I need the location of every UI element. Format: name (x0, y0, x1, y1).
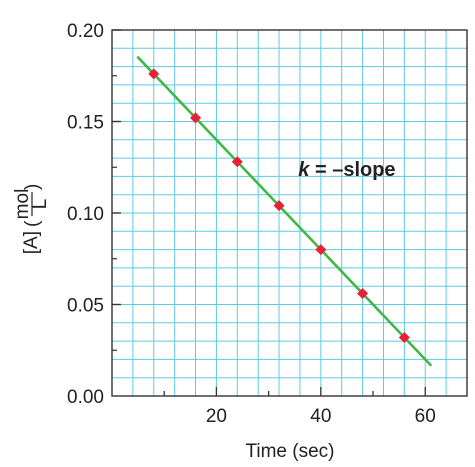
data-point (398, 331, 410, 343)
y-axis-unit-numerator: mol (12, 189, 33, 220)
fit-line (136, 56, 432, 367)
y-axis-paren-open: ( (22, 220, 43, 227)
slope-annotation-k: k (298, 159, 310, 181)
y-tick-label: 0.10 (67, 204, 104, 225)
slope-annotation-rest: = –slope (309, 159, 395, 181)
y-axis-title: [A] ( mol L ) (12, 184, 51, 255)
axis-ticks (112, 29, 426, 396)
y-tick-label: 0.15 (67, 113, 104, 134)
x-axis-title: Time (sec) (245, 441, 334, 462)
data-point (231, 156, 243, 168)
y-axis-unit-denominator: L (30, 199, 51, 210)
y-tick-label: 0.20 (67, 21, 104, 42)
tick-labels: 0.00 0.05 0.10 0.15 0.20 20 40 60 (67, 21, 436, 427)
data-series (136, 56, 432, 367)
data-point (273, 200, 285, 212)
grid (112, 30, 467, 396)
y-tick-label: 0.05 (67, 296, 104, 317)
y-axis-paren-close: ) (22, 184, 43, 190)
data-point (315, 244, 327, 256)
data-point (357, 288, 369, 300)
data-point (148, 68, 160, 80)
data-point (190, 112, 202, 124)
y-axis-title-main: [A] (21, 231, 42, 254)
y-tick-label: 0.00 (67, 387, 104, 408)
x-tick-label: 60 (415, 406, 436, 427)
x-tick-label: 40 (310, 406, 331, 427)
slope-annotation: k = –slope (298, 159, 395, 181)
x-tick-label: 20 (206, 406, 227, 427)
